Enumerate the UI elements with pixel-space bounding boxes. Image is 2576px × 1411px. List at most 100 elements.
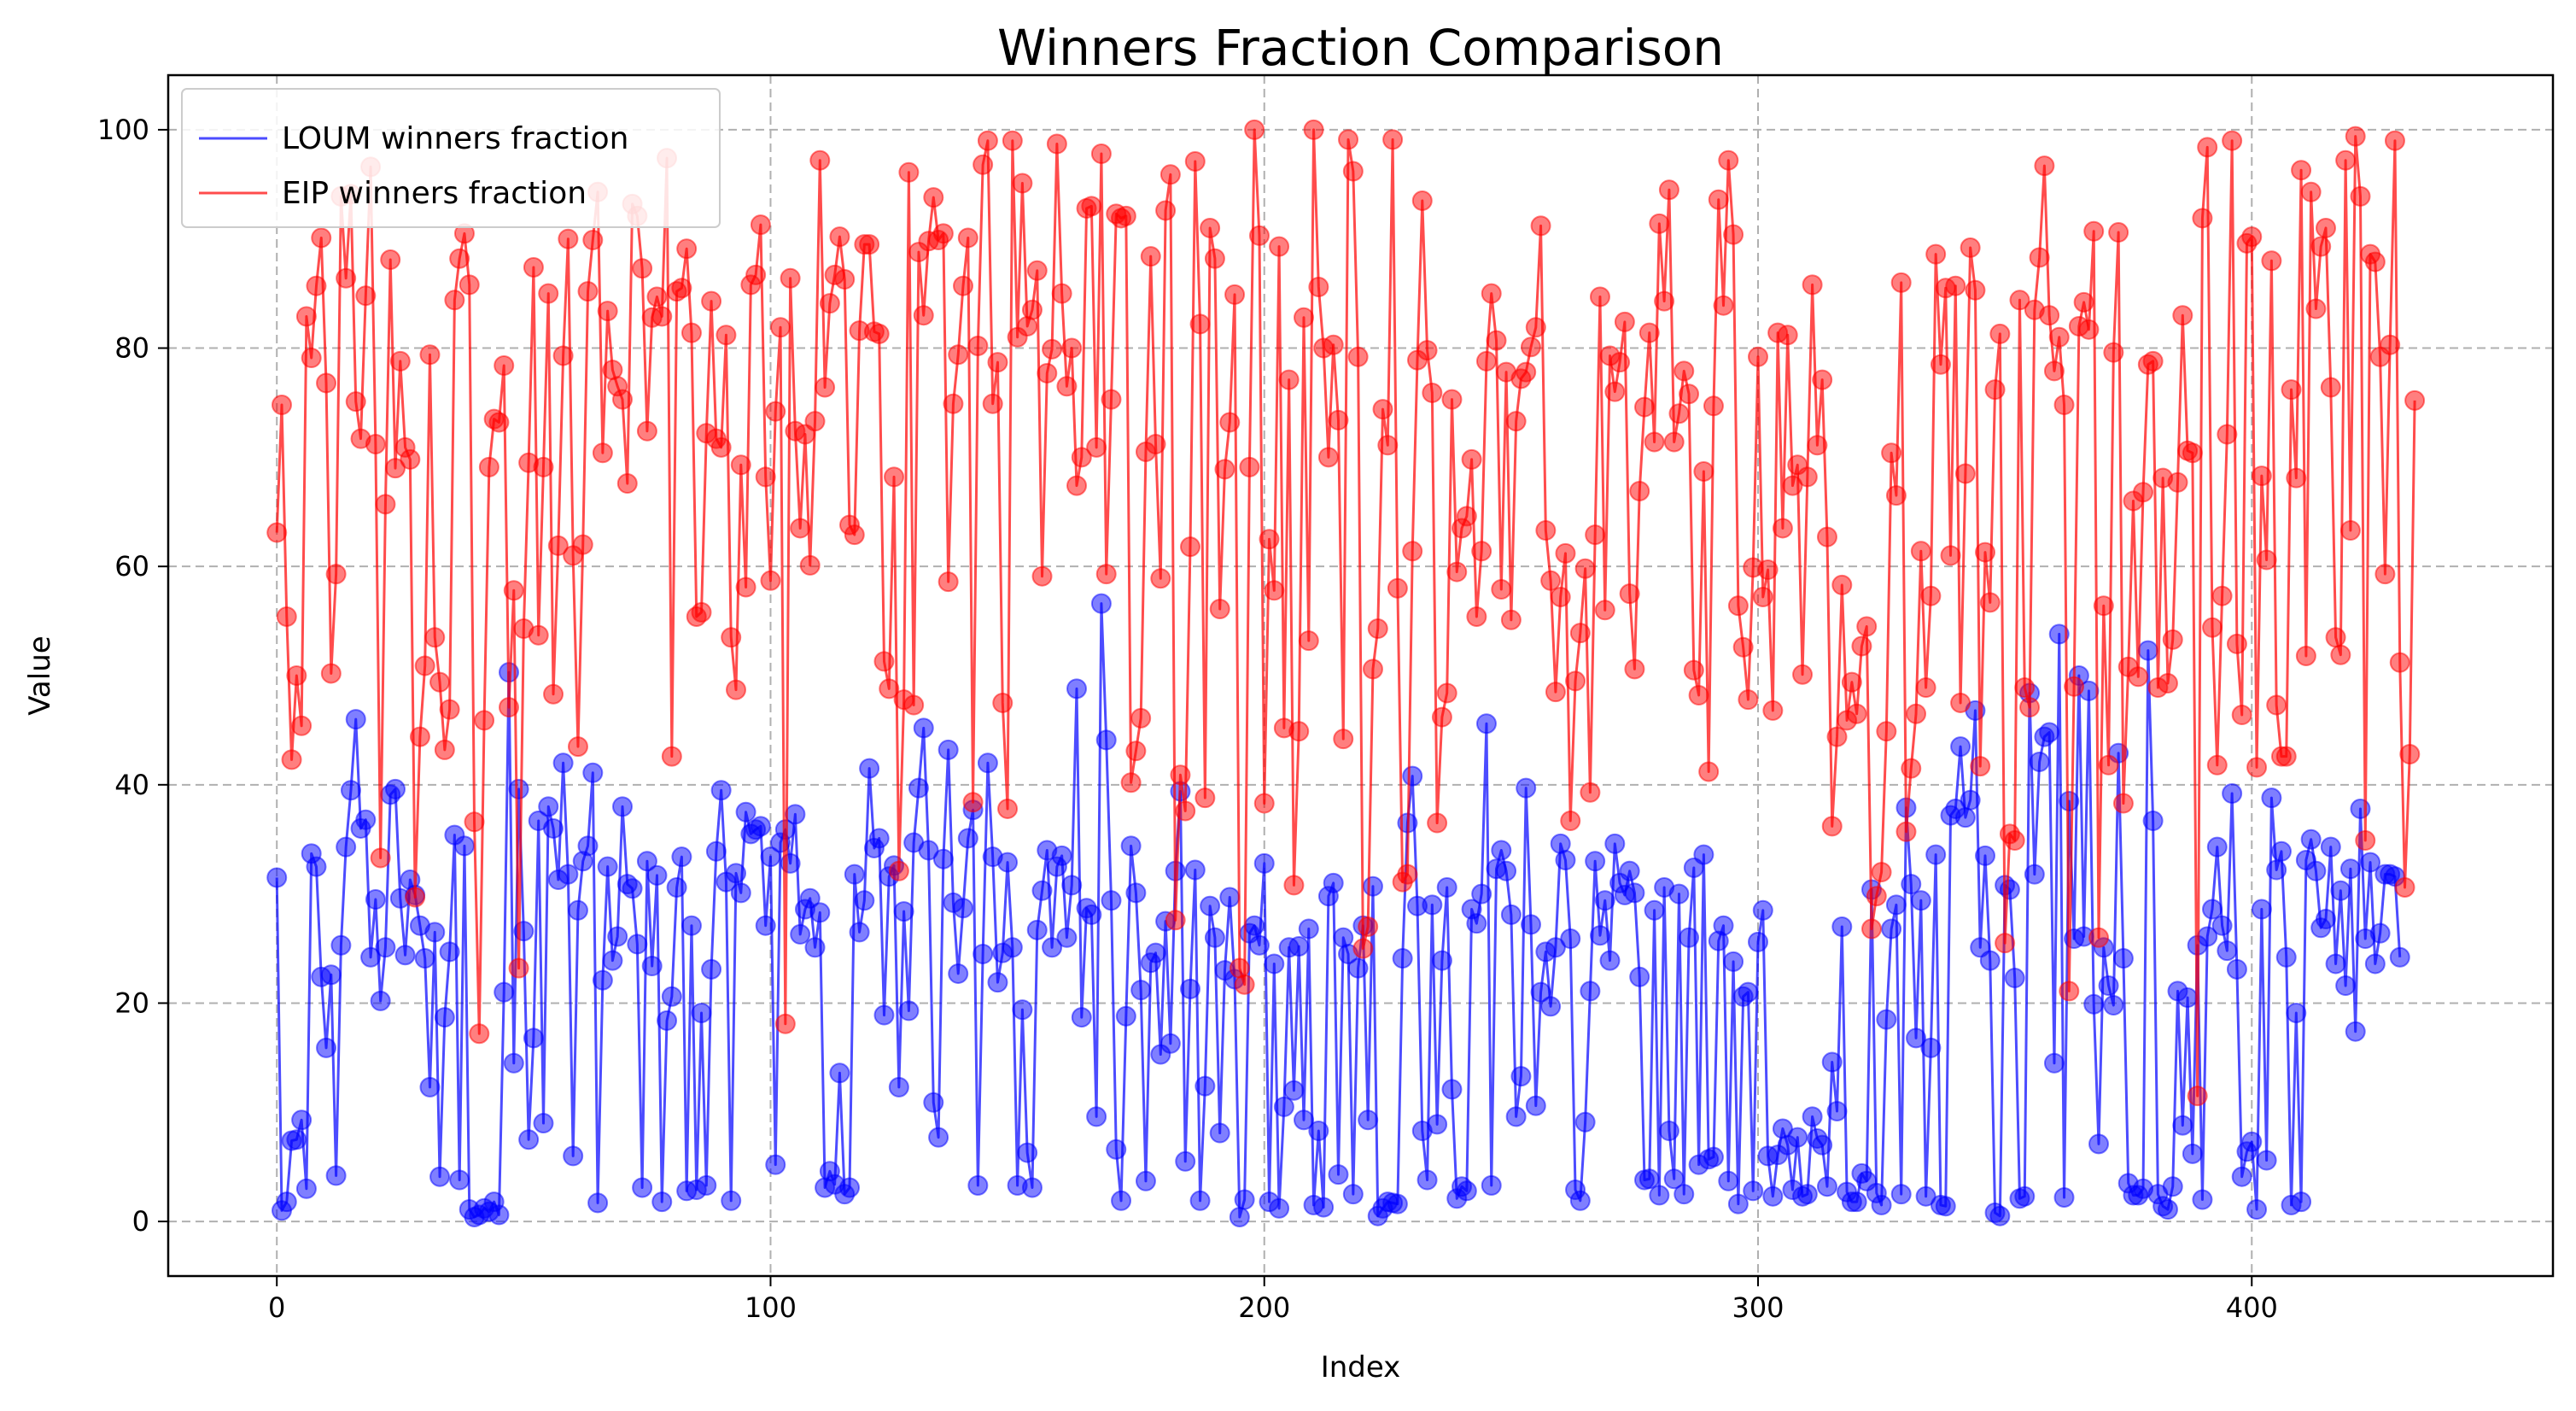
data-point <box>518 1129 540 1150</box>
data-point <box>2281 379 2302 401</box>
data-point <box>1954 807 1976 828</box>
data-point <box>429 1166 451 1187</box>
data-point <box>1713 295 1734 316</box>
data-point <box>755 915 776 936</box>
data-point <box>2004 968 2025 989</box>
data-point <box>622 878 643 899</box>
data-point <box>1244 915 1265 936</box>
data-point <box>1920 585 1942 606</box>
data-point <box>1629 480 1650 501</box>
data-point <box>2197 137 2218 158</box>
data-point <box>1772 518 1793 539</box>
data-point <box>1466 913 1487 934</box>
data-point <box>948 344 969 366</box>
data-point <box>474 710 495 731</box>
data-point <box>1195 787 1216 809</box>
legend-label-loum: LOUM winners fraction <box>282 121 628 156</box>
data-point <box>1090 143 1112 165</box>
data-point <box>434 739 455 760</box>
data-point <box>306 856 327 877</box>
data-point <box>1431 706 1452 728</box>
data-point <box>2103 342 2124 363</box>
data-point <box>1101 389 1122 410</box>
data-point <box>1200 217 1221 238</box>
data-point <box>1184 859 1206 881</box>
data-point <box>1219 887 1241 908</box>
data-point <box>1180 536 1200 558</box>
data-point <box>1456 1180 1477 1202</box>
data-point <box>1422 894 1443 916</box>
data-point <box>1436 682 1457 704</box>
data-point <box>938 739 959 760</box>
data-point <box>1555 850 1576 871</box>
data-point <box>710 436 732 458</box>
data-point <box>2048 326 2070 348</box>
data-point <box>1831 574 1853 595</box>
data-point <box>790 923 811 945</box>
data-point <box>1614 311 1635 332</box>
data-point <box>1328 409 1349 430</box>
data-point <box>2098 975 2119 996</box>
data-point <box>439 941 460 963</box>
data-point <box>2088 927 2109 948</box>
data-point <box>2128 666 2149 688</box>
data-point <box>1802 1106 1823 1127</box>
data-point <box>1960 237 1981 258</box>
data-point <box>266 522 288 543</box>
data-point <box>2404 389 2426 411</box>
data-point <box>1481 283 1502 304</box>
data-point <box>2286 1002 2307 1023</box>
data-point <box>1422 382 1443 403</box>
data-point <box>1081 904 1102 925</box>
data-point <box>1130 707 1152 729</box>
data-point <box>1189 313 1211 335</box>
data-point <box>1762 1186 1784 1207</box>
data-point <box>2202 617 2223 638</box>
data-point <box>1812 1134 1833 1156</box>
data-point <box>405 887 426 908</box>
data-point <box>868 828 890 849</box>
data-point <box>1061 875 1083 896</box>
data-point <box>1333 729 1354 750</box>
x-tick-label: 400 <box>2226 1291 2278 1324</box>
data-point <box>2394 876 2415 898</box>
data-point <box>1574 1111 1596 1133</box>
data-point <box>1679 383 1700 405</box>
data-point <box>2246 1199 2268 1221</box>
data-point <box>2369 922 2391 944</box>
legend-label-eip: EIP winners fraction <box>282 176 587 211</box>
data-point <box>815 377 836 398</box>
data-point <box>888 1076 909 1098</box>
data-point <box>2226 633 2247 654</box>
data-point <box>1649 213 1670 234</box>
data-point <box>1580 782 1601 803</box>
data-point <box>1347 346 1369 367</box>
data-point <box>977 752 998 774</box>
data-point <box>1037 362 1058 383</box>
data-point <box>992 692 1013 713</box>
data-point <box>2217 940 2238 962</box>
data-point <box>538 283 559 304</box>
data-point <box>508 778 529 799</box>
data-point <box>2256 549 2277 571</box>
data-point <box>592 969 613 991</box>
data-point <box>1585 851 1606 872</box>
data-point <box>320 964 342 986</box>
data-point <box>2211 585 2233 606</box>
data-point <box>552 345 574 366</box>
data-point <box>1802 274 1823 296</box>
data-point <box>1688 685 1709 706</box>
data-point <box>1975 845 1995 866</box>
data-point <box>632 1177 653 1198</box>
data-point <box>1718 149 1739 171</box>
data-point <box>494 355 515 376</box>
data-point <box>1950 692 1971 713</box>
data-point <box>1145 942 1166 963</box>
data-point <box>938 571 959 593</box>
data-point <box>1244 119 1265 140</box>
data-point <box>1471 541 1492 562</box>
data-point <box>1901 874 1922 895</box>
data-point <box>1026 919 1048 940</box>
data-point <box>2172 305 2193 326</box>
